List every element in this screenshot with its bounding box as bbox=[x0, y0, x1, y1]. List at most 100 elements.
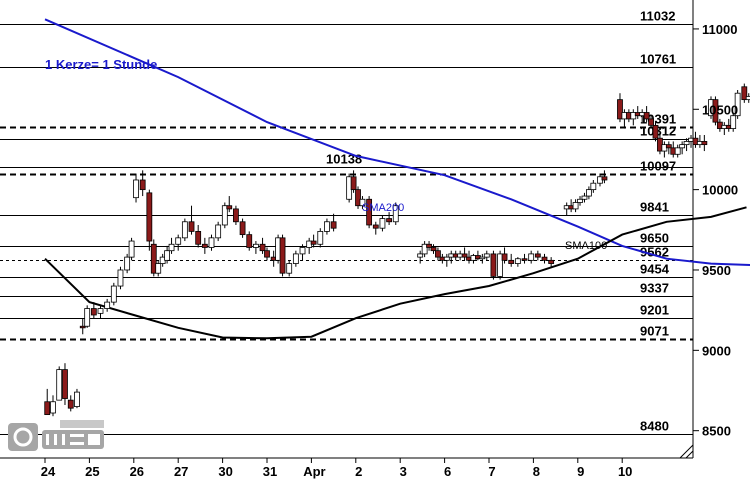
candle bbox=[195, 224, 202, 248]
candle bbox=[226, 196, 233, 213]
candle bbox=[683, 138, 690, 152]
candle bbox=[62, 363, 68, 405]
level-label: 9337 bbox=[640, 281, 669, 296]
candle bbox=[128, 237, 135, 261]
candle bbox=[188, 205, 195, 235]
y-tick-label: 11000 bbox=[702, 22, 737, 37]
x-tick-label: 2 bbox=[355, 464, 362, 479]
candle bbox=[514, 257, 521, 267]
candle bbox=[117, 266, 124, 290]
x-tick-label: 26 bbox=[130, 464, 144, 479]
y-axis-ticks: 8500 9000 9500 10000 10500 11000 bbox=[693, 22, 738, 439]
candle bbox=[501, 247, 508, 264]
candle bbox=[67, 395, 74, 412]
candle bbox=[528, 250, 535, 264]
candle bbox=[421, 241, 428, 258]
candle bbox=[239, 218, 246, 238]
candle bbox=[490, 250, 497, 280]
candle bbox=[443, 253, 450, 267]
candle bbox=[252, 241, 259, 254]
candle bbox=[386, 212, 393, 225]
candle bbox=[741, 83, 748, 103]
candle bbox=[317, 228, 324, 248]
candle bbox=[292, 250, 299, 267]
candle bbox=[674, 144, 681, 158]
candle bbox=[97, 305, 104, 319]
candle bbox=[572, 199, 579, 213]
candle bbox=[548, 257, 555, 267]
candle bbox=[233, 205, 239, 225]
candle bbox=[643, 106, 650, 123]
x-tick-label: 7 bbox=[488, 464, 495, 479]
candle bbox=[577, 196, 583, 206]
level-label: 9454 bbox=[640, 262, 670, 277]
level-label: 10097 bbox=[640, 159, 676, 174]
candle bbox=[355, 186, 361, 209]
level-label: 9562 bbox=[640, 245, 669, 260]
candle bbox=[286, 260, 293, 277]
candle bbox=[279, 234, 286, 277]
y-tick-label: 10000 bbox=[702, 183, 738, 198]
level-label: 10761 bbox=[640, 52, 676, 67]
candle bbox=[508, 253, 515, 267]
x-tick-label: 24 bbox=[41, 464, 56, 479]
candle bbox=[392, 202, 399, 225]
candle bbox=[581, 192, 588, 203]
candle bbox=[665, 141, 672, 155]
level-label: 9201 bbox=[640, 303, 669, 318]
candle bbox=[181, 218, 188, 242]
candle bbox=[630, 109, 637, 126]
level-label: 11032 bbox=[640, 9, 675, 24]
candle bbox=[90, 302, 97, 319]
candle bbox=[350, 170, 357, 193]
candle bbox=[435, 247, 441, 261]
candle bbox=[541, 253, 548, 264]
x-tick-label: 31 bbox=[263, 464, 277, 479]
tradesignal-online-logo bbox=[8, 420, 104, 451]
candle bbox=[483, 250, 490, 261]
sma100-label: SMA100 bbox=[565, 240, 607, 252]
y-tick-label: 8500 bbox=[702, 424, 731, 439]
candle bbox=[133, 173, 139, 203]
level-label: 9071 bbox=[640, 324, 669, 339]
candle bbox=[246, 231, 253, 251]
level-label: 8480 bbox=[640, 419, 669, 434]
x-tick-label: 25 bbox=[85, 464, 99, 479]
candle bbox=[175, 234, 182, 251]
level-label: 9841 bbox=[640, 200, 669, 215]
level-label: 10138 bbox=[326, 152, 362, 167]
candle bbox=[679, 141, 686, 155]
level-lines: 1103210761103911031210138100979841965095… bbox=[0, 9, 693, 435]
candle bbox=[479, 253, 486, 264]
candle bbox=[79, 318, 86, 335]
candle bbox=[208, 234, 215, 251]
candle bbox=[652, 122, 659, 142]
candle bbox=[730, 112, 737, 132]
candle bbox=[417, 250, 424, 264]
candle bbox=[56, 366, 63, 401]
resize-grip-icon bbox=[679, 444, 694, 459]
x-tick-label: 9 bbox=[577, 464, 584, 479]
candle bbox=[745, 93, 750, 103]
candle bbox=[215, 221, 222, 242]
candle bbox=[259, 237, 266, 254]
x-tick-label: 30 bbox=[218, 464, 232, 479]
level-label: 9650 bbox=[640, 231, 669, 246]
candle bbox=[521, 253, 528, 264]
candle bbox=[124, 253, 131, 274]
candlesticks bbox=[44, 83, 750, 417]
candle bbox=[701, 134, 708, 152]
candle bbox=[299, 244, 306, 261]
candle bbox=[430, 244, 437, 254]
sma-line bbox=[44, 206, 747, 340]
candle bbox=[310, 234, 317, 248]
candle bbox=[648, 115, 654, 129]
y-tick-label: 9500 bbox=[702, 263, 731, 278]
candle bbox=[84, 305, 91, 328]
candle bbox=[534, 250, 541, 261]
candle bbox=[590, 179, 597, 193]
x-tick-label: 3 bbox=[400, 464, 407, 479]
x-tick-label: 8 bbox=[533, 464, 540, 479]
candle bbox=[110, 282, 117, 306]
